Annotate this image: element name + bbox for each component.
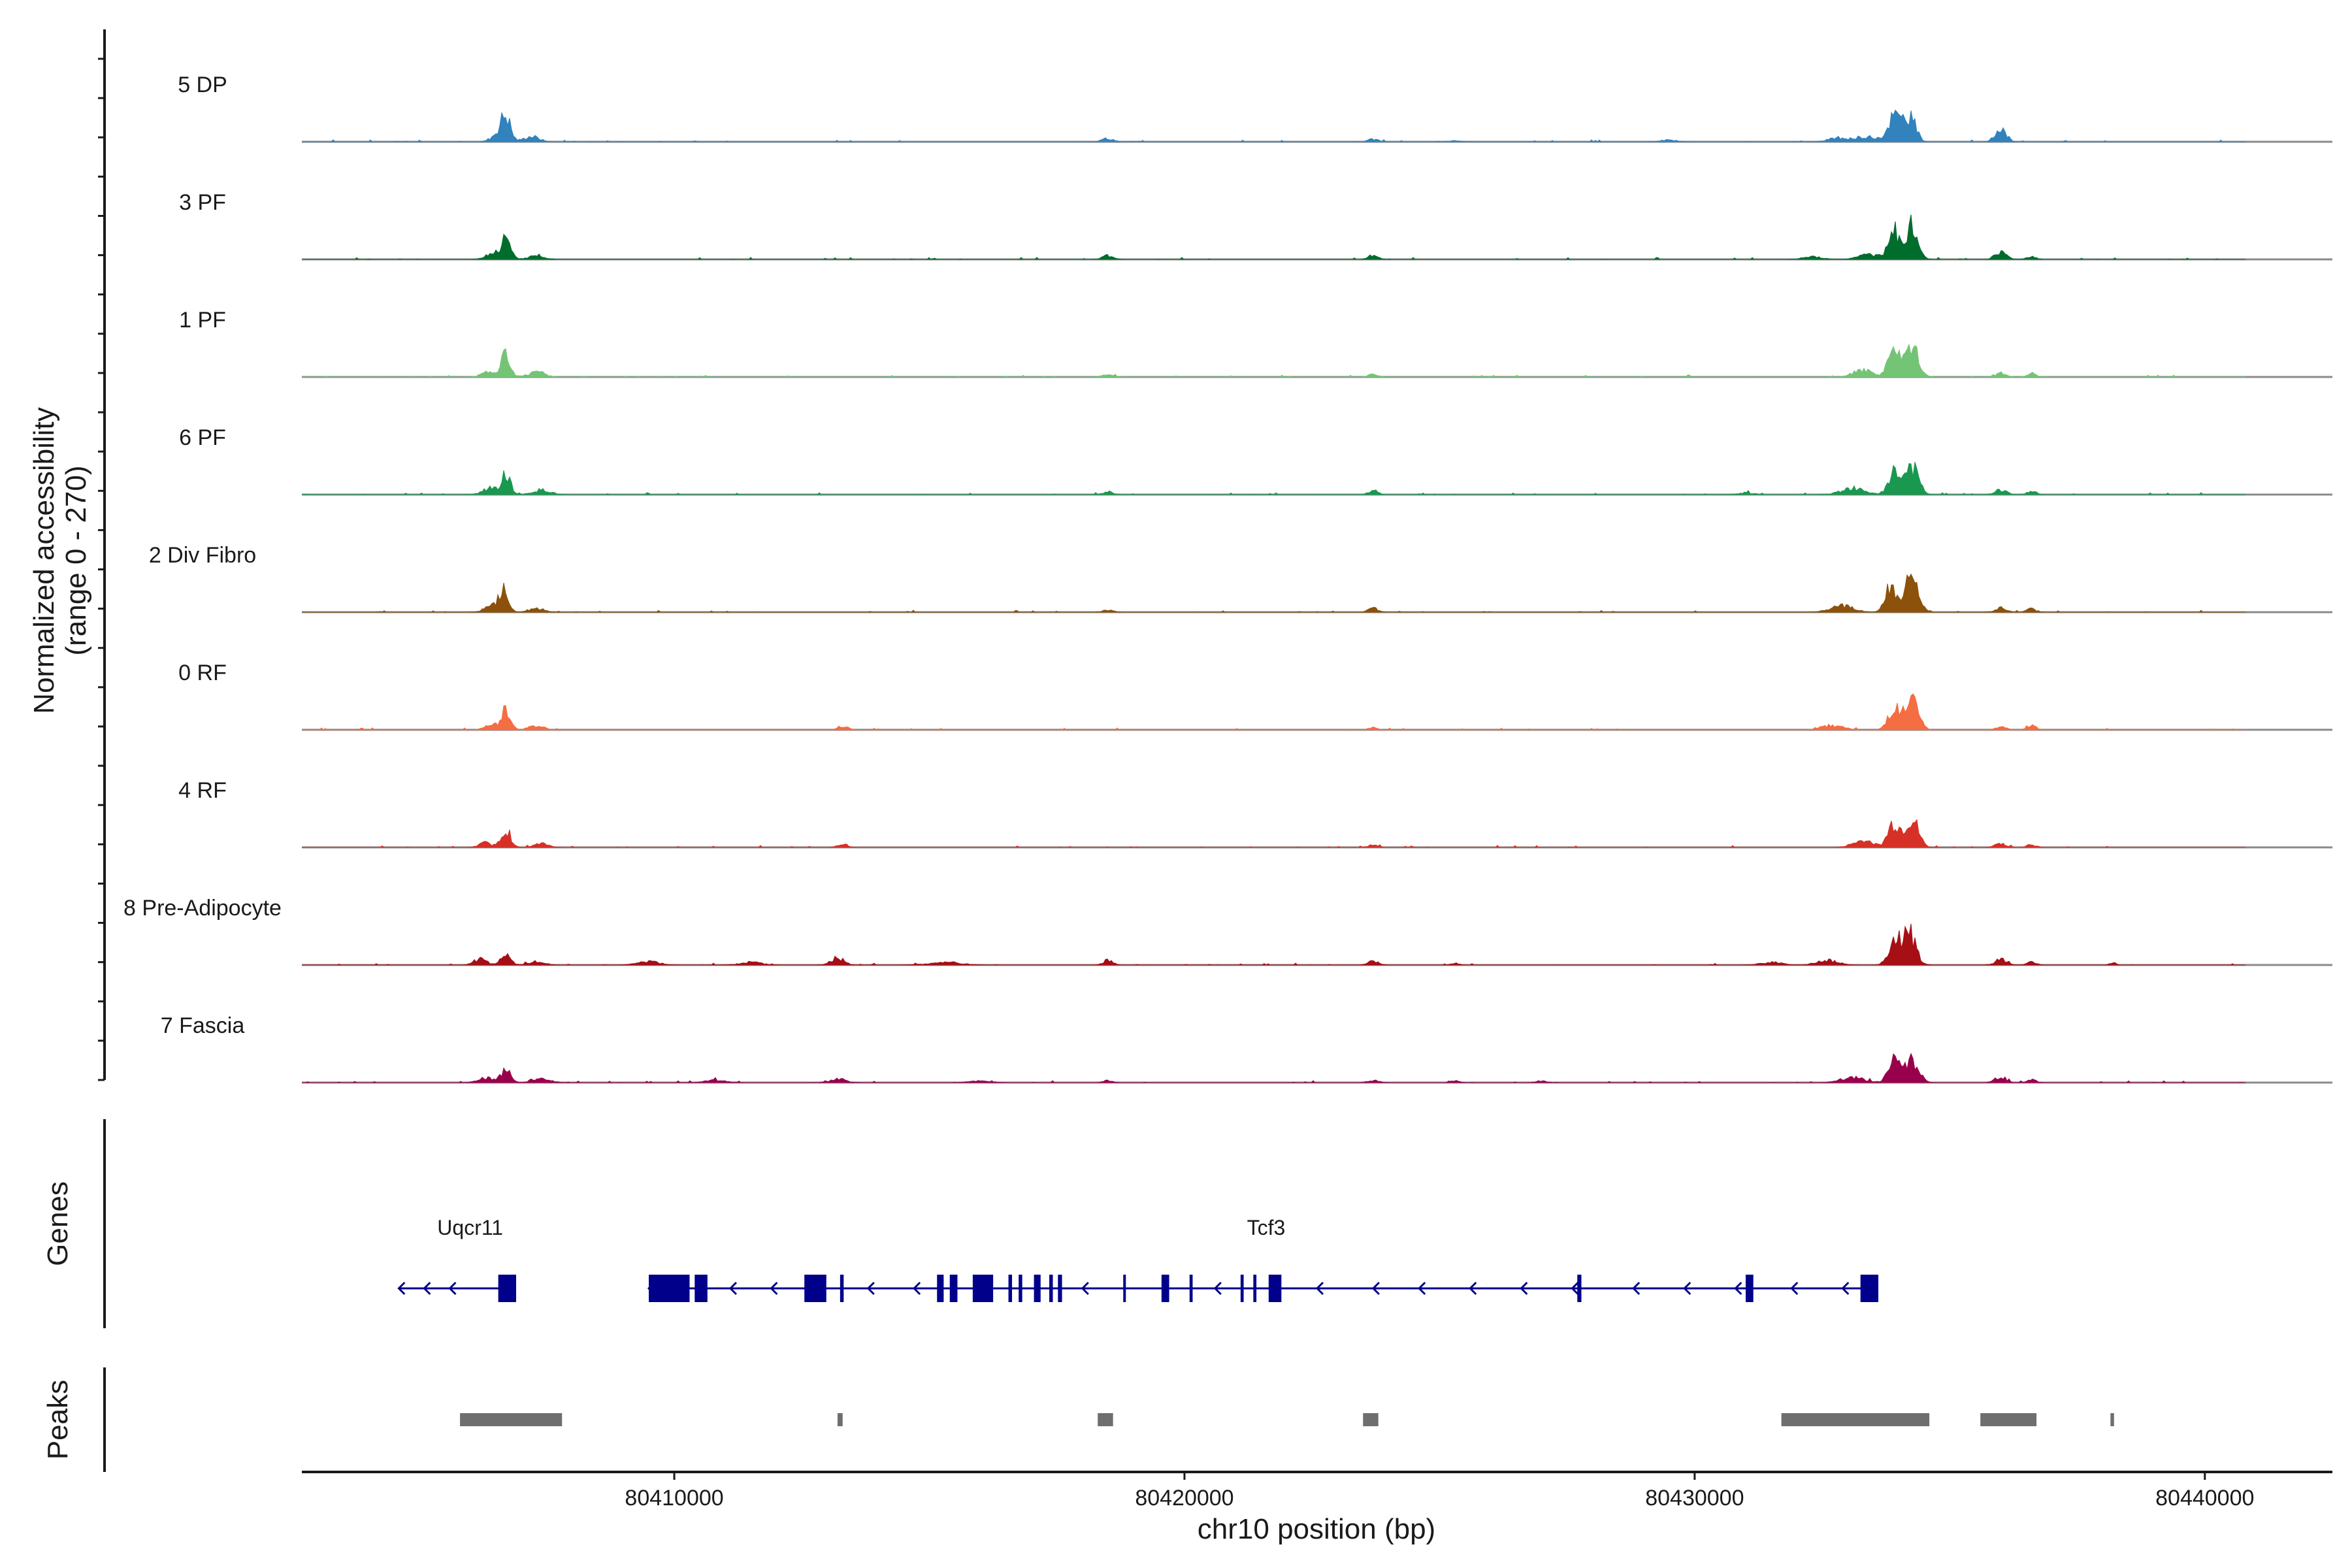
- track-label: 4 RF: [178, 778, 227, 803]
- peak-region: [460, 1413, 563, 1426]
- gene-exon: [840, 1275, 844, 1302]
- strand-arrow-icon: [770, 1281, 778, 1296]
- gene-exon: [949, 1275, 958, 1302]
- track-8-pre-adipocyte: 8 Pre-Adipocyte: [123, 896, 2332, 966]
- track-coverage-area: [302, 693, 2246, 730]
- gene-exon: [1161, 1275, 1169, 1302]
- strand-arrow-icon: [1841, 1281, 1850, 1296]
- track-coverage-area: [302, 819, 2246, 848]
- track-label: 8 Pre-Adipocyte: [123, 896, 282, 921]
- y-axis-title-line2: (range 0 - 270): [60, 465, 92, 655]
- gene-annotation-track: Uqcr11 Tcf3: [397, 1216, 1878, 1302]
- track-label: 3 PF: [179, 190, 226, 215]
- gene-exon: [498, 1275, 516, 1302]
- track-4-rf: 4 RF: [178, 778, 2332, 849]
- track-6-pf: 6 PF: [179, 425, 2332, 496]
- gene-exon: [1268, 1275, 1282, 1302]
- strand-arrow-icon: [1632, 1281, 1641, 1296]
- gene-exon: [1745, 1275, 1754, 1302]
- strand-arrow-icon: [1371, 1281, 1380, 1296]
- gene-tcf3: Tcf3: [647, 1216, 1878, 1302]
- x-axis-tick-label: 80420000: [1135, 1486, 1233, 1511]
- strand-arrow-icon: [1081, 1281, 1089, 1296]
- track-label: 6 PF: [179, 425, 226, 450]
- gene-exon: [649, 1275, 690, 1302]
- strand-arrow-icon: [1790, 1281, 1799, 1296]
- peak-region: [2110, 1413, 2114, 1426]
- track-5-dp: 5 DP: [178, 73, 2332, 143]
- gene-exon: [1240, 1275, 1244, 1302]
- peak-region: [1098, 1413, 1113, 1426]
- gene-exon: [1034, 1275, 1041, 1302]
- track-0-rf: 0 RF: [178, 661, 2332, 731]
- x-axis-title: chr10 position (bp): [1198, 1513, 1435, 1545]
- strand-arrow-icon: [1469, 1281, 1477, 1296]
- strand-arrow-icon: [647, 1281, 656, 1296]
- track-coverage-area: [302, 109, 2246, 142]
- gene-label: Tcf3: [1247, 1216, 1286, 1239]
- track-label: 0 RF: [178, 661, 227, 685]
- y-axis-title-line1: Normalized accessibility: [28, 407, 60, 713]
- strand-arrow-icon: [1418, 1281, 1426, 1296]
- gene-exon: [1860, 1275, 1878, 1302]
- gene-exon: [1008, 1275, 1013, 1302]
- gene-exon: [694, 1275, 708, 1302]
- strand-arrow-icon: [1683, 1281, 1691, 1296]
- x-axis-tick-label: 80410000: [625, 1486, 723, 1511]
- x-axis-tick-label: 80440000: [2155, 1486, 2254, 1511]
- track-7-fascia: 7 Fascia: [161, 1013, 2332, 1084]
- strand-arrow-icon: [866, 1281, 875, 1296]
- x-axis-tick-label: 80430000: [1645, 1486, 1744, 1511]
- track-coverage-area: [302, 923, 2246, 966]
- strand-arrow-icon: [1734, 1281, 1742, 1296]
- coverage-y-axis: [98, 29, 106, 1081]
- gene-exon: [1058, 1275, 1062, 1302]
- peak-region: [1781, 1413, 1930, 1426]
- x-axis: 80410000 80420000 80430000 80440000: [625, 1472, 2254, 1511]
- peak-region: [1363, 1413, 1379, 1426]
- gene-exon: [1253, 1275, 1257, 1302]
- strand-arrow-icon: [912, 1281, 921, 1296]
- genes-axis-title: Genes: [42, 1181, 74, 1266]
- strand-arrow-icon: [423, 1281, 431, 1296]
- peak-region: [837, 1413, 843, 1426]
- strand-arrow-icon: [1571, 1281, 1579, 1296]
- track-coverage-area: [302, 343, 2246, 378]
- strand-arrow-icon: [397, 1281, 406, 1296]
- gene-uqcr11: Uqcr11: [397, 1216, 516, 1302]
- peak-region: [1980, 1413, 2037, 1426]
- strand-arrow-icon: [728, 1281, 738, 1296]
- track-3-pf: 3 PF: [179, 190, 2332, 261]
- track-coverage-area: [302, 1053, 2246, 1083]
- gene-exon: [1123, 1275, 1126, 1302]
- strand-arrow-icon: [1520, 1281, 1528, 1296]
- strand-arrow-icon: [448, 1281, 457, 1296]
- track-coverage-area: [302, 461, 2246, 495]
- gene-exon: [1189, 1275, 1193, 1302]
- strand-arrow-icon: [1213, 1281, 1222, 1296]
- track-label: 5 DP: [178, 73, 227, 97]
- track-label: 1 PF: [179, 308, 226, 333]
- gene-exon: [937, 1275, 944, 1302]
- strand-arrow-icon: [1315, 1281, 1324, 1296]
- peaks-axis-title: Peaks: [42, 1380, 74, 1460]
- track-1-pf: 1 PF: [179, 308, 2332, 378]
- coverage-tracks: 5 DP 3 PF 1 PF 6 PF 2 Div Fibro 0 RF 4 RF 8 Pre…: [123, 73, 2332, 1084]
- gene-exon: [1577, 1275, 1582, 1302]
- gene-label: Uqcr11: [437, 1216, 503, 1239]
- track-2-div-fibro: 2 Div Fibro: [149, 543, 2332, 613]
- track-coverage-area: [302, 573, 2246, 613]
- track-coverage-area: [302, 214, 2246, 260]
- track-label: 7 Fascia: [161, 1013, 245, 1038]
- gene-exon: [972, 1275, 994, 1302]
- gene-exon: [1049, 1275, 1053, 1302]
- track-label: 2 Div Fibro: [149, 543, 256, 568]
- gene-exon: [1019, 1275, 1022, 1302]
- gene-exon: [804, 1275, 826, 1302]
- peaks-track: [460, 1413, 2114, 1426]
